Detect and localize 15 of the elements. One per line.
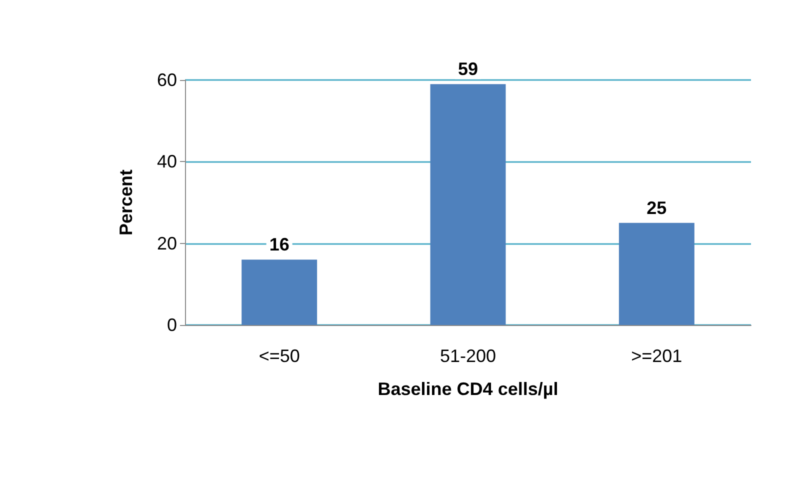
data-label: 16	[269, 234, 290, 255]
data-label: 25	[646, 198, 667, 218]
x-tick-label: 51-200	[440, 346, 496, 366]
bar	[242, 260, 318, 325]
bar	[430, 84, 506, 325]
x-tick-label: >=201	[631, 346, 682, 366]
y-tick-label: 40	[156, 152, 177, 172]
bar	[618, 222, 694, 325]
y-tick-label: 60	[156, 70, 177, 90]
y-tick-label: 0	[166, 315, 177, 335]
y-axis-title: Percent	[116, 169, 136, 236]
x-tick-label: <=50	[258, 346, 300, 366]
y-tick-label: 20	[156, 233, 177, 254]
x-axis-title: Baseline CD4 cells/µl	[378, 379, 558, 399]
data-label: 59	[458, 59, 478, 80]
